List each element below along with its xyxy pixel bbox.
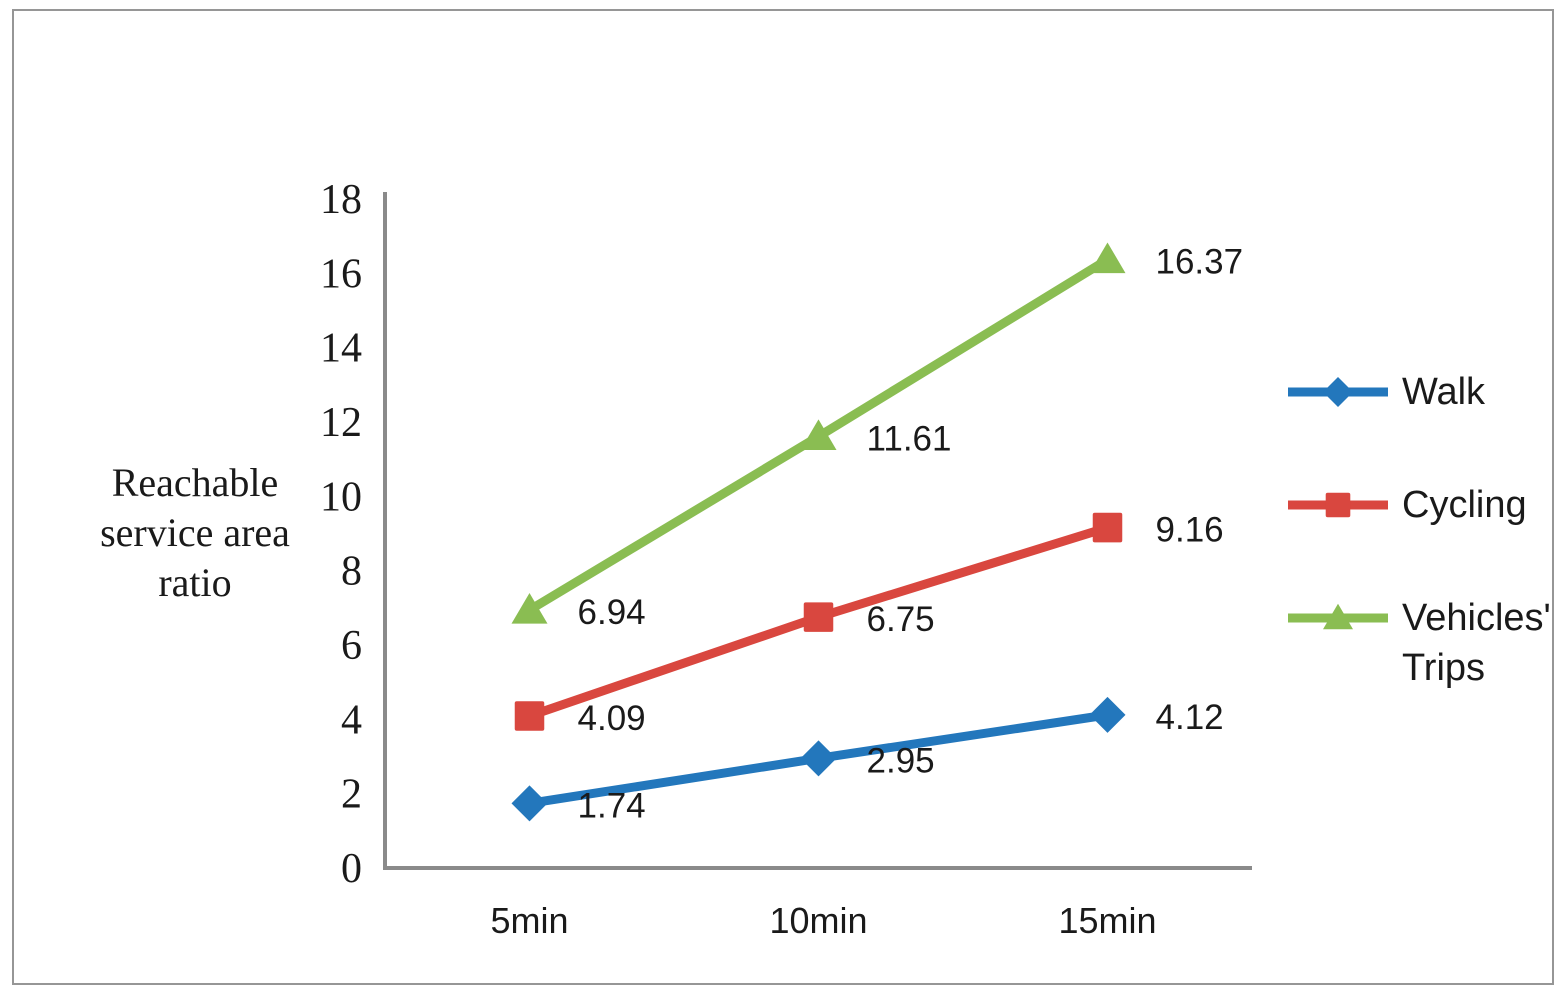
data-label: 11.61 [867, 419, 952, 458]
triangle-marker-icon [511, 592, 548, 624]
data-label: 2.95 [867, 741, 935, 780]
y-tick-label: 10 [320, 474, 362, 520]
triangle-marker-icon [1089, 242, 1126, 274]
data-label: 9.16 [1156, 511, 1224, 550]
x-tick-label: 15min [1058, 900, 1156, 941]
series-cycling: 4.09 6.75 9.16 [514, 511, 1224, 738]
legend-label-vehicles-trips: Vehicles' Trips [1402, 597, 1551, 689]
triangle-marker-icon [1323, 603, 1353, 630]
x-axis-labels: 5min 10min 15min [490, 900, 1156, 941]
x-tick-label: 5min [490, 900, 568, 941]
legend-label-walk: Walk [1402, 371, 1486, 413]
data-label: 6.94 [578, 593, 646, 632]
figure-border [12, 9, 1554, 985]
cycling-legend-marker-icon [1288, 492, 1388, 518]
diamond-marker-icon [800, 740, 837, 777]
square-marker-icon [514, 701, 545, 731]
square-marker-icon [1092, 512, 1123, 543]
square-marker-icon [1325, 492, 1351, 518]
data-label: 1.74 [578, 786, 646, 825]
series-vehicles-trips: 6.94 11.61 16.37 [511, 242, 1244, 632]
triangle-marker-icon [800, 419, 837, 450]
data-label: 6.75 [867, 600, 935, 639]
data-label: 16.37 [1156, 243, 1244, 282]
diamond-marker-icon [1089, 696, 1126, 733]
diamond-marker-icon [511, 785, 548, 822]
y-tick-label: 12 [320, 400, 362, 446]
y-axis-title: Reachable service area ratio [100, 460, 290, 605]
data-label: 4.12 [1156, 698, 1224, 737]
legend-item-vehicles-trips: Vehicles' Trips [1288, 593, 1567, 693]
walk-legend-marker-icon [1288, 377, 1388, 407]
y-tick-label: 8 [341, 549, 362, 595]
y-tick-label: 6 [341, 623, 362, 669]
series-walk: 1.74 2.95 4.12 [511, 696, 1224, 825]
y-tick-label: 2 [341, 772, 362, 818]
y-tick-label: 14 [320, 326, 362, 372]
diamond-marker-icon [1323, 377, 1353, 407]
y-tick-label: 4 [341, 697, 362, 743]
y-axis-ticks: 0 2 4 6 8 10 12 14 16 18 [320, 177, 362, 892]
legend-item-walk: Walk [1288, 367, 1567, 417]
y-tick-label: 18 [320, 177, 362, 223]
legend-item-cycling: Cycling [1288, 480, 1567, 530]
y-tick-label: 0 [341, 846, 362, 892]
y-tick-label: 16 [320, 251, 362, 297]
vehicles-trips-legend-marker-icon [1288, 603, 1388, 630]
legend-label-cycling: Cycling [1402, 484, 1527, 526]
data-label: 4.09 [578, 699, 646, 738]
x-tick-label: 10min [769, 900, 867, 941]
square-marker-icon [803, 602, 834, 632]
